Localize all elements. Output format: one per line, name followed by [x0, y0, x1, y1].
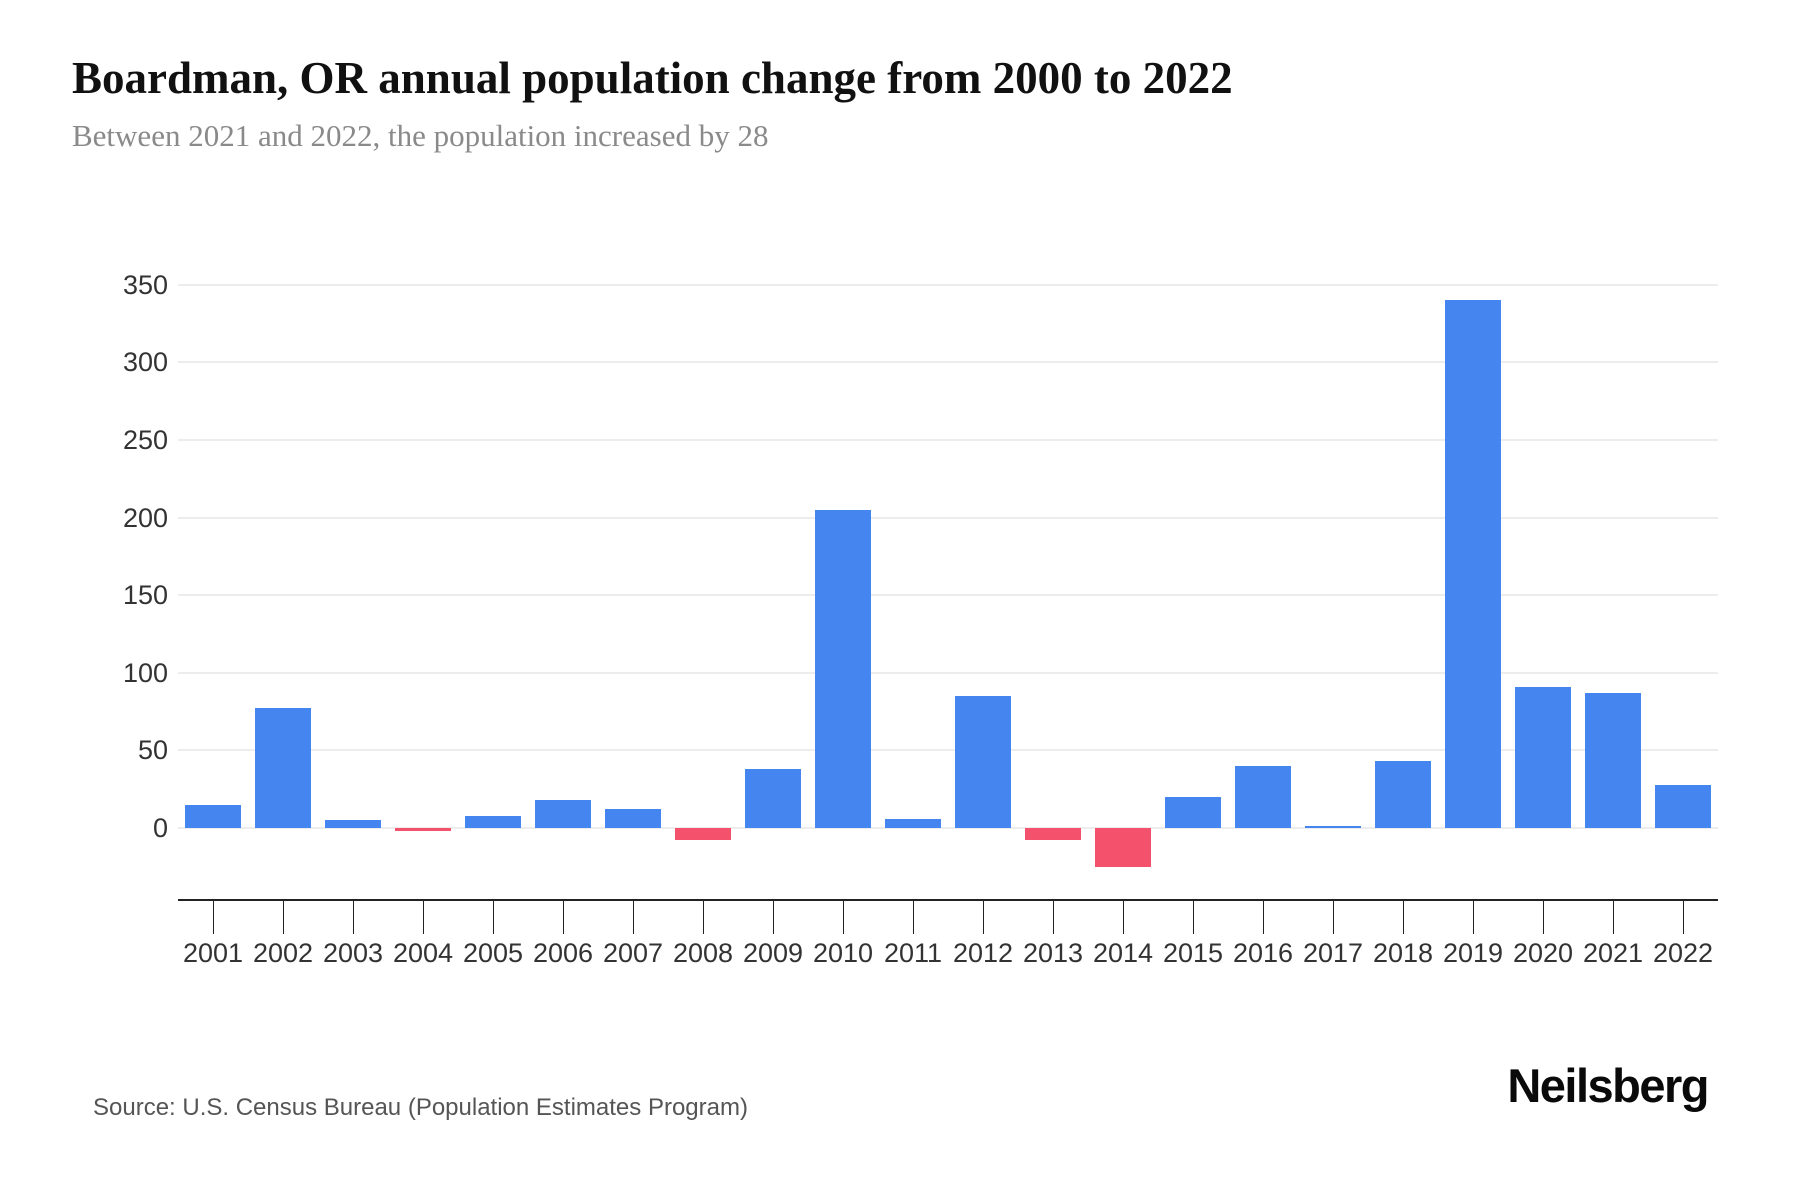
bar-2019[interactable] — [1445, 300, 1501, 828]
x-tick — [703, 901, 704, 934]
bar-2008[interactable] — [675, 828, 731, 841]
y-tick-label: 250 — [122, 425, 168, 455]
bar-2003[interactable] — [325, 820, 381, 828]
x-tick-label-2019: 2019 — [1442, 938, 1504, 968]
neilsberg-logo: Neilsberg — [1507, 1059, 1709, 1112]
x-tick-label-2007: 2007 — [602, 938, 664, 968]
x-tick — [1123, 901, 1124, 934]
chart-title: Boardman, OR annual population change fr… — [72, 53, 1233, 103]
x-tick — [1193, 901, 1194, 934]
gridline-250 — [178, 439, 1718, 441]
x-tick — [493, 901, 494, 934]
y-tick-label: 100 — [122, 657, 168, 688]
x-tick — [1053, 901, 1054, 934]
x-tick-label-2003: 2003 — [322, 938, 384, 968]
gridline-350 — [178, 283, 1718, 286]
x-tick-label-2020: 2020 — [1512, 938, 1574, 968]
bar-2016[interactable] — [1235, 765, 1291, 828]
bar-2022[interactable] — [1655, 784, 1711, 828]
bar-2001[interactable] — [185, 804, 241, 828]
x-tick-label-2014: 2014 — [1092, 938, 1154, 968]
x-tick — [1403, 901, 1404, 934]
bar-2012[interactable] — [955, 696, 1011, 828]
bar-2017[interactable] — [1305, 826, 1361, 828]
x-tick-label-2010: 2010 — [812, 938, 874, 968]
bar-2014[interactable] — [1095, 828, 1151, 867]
x-tick-label-2009: 2009 — [742, 938, 804, 968]
x-tick — [773, 901, 774, 934]
y-tick-label: 50 — [137, 735, 168, 766]
y-tick-label: 150 — [122, 580, 168, 611]
bar-2004[interactable] — [395, 828, 451, 832]
y-tick-label: 300 — [122, 347, 168, 378]
x-tick-label-2002: 2002 — [252, 938, 314, 968]
x-tick-label-2013: 2013 — [1022, 938, 1084, 968]
y-tick-label: 200 — [122, 502, 168, 533]
bar-2006[interactable] — [535, 800, 591, 828]
x-tick — [283, 901, 284, 934]
bar-2020[interactable] — [1515, 686, 1571, 828]
x-tick-label-2004: 2004 — [392, 938, 454, 968]
x-tick-label-2006: 2006 — [532, 938, 594, 968]
bar-2015[interactable] — [1165, 796, 1221, 828]
gridline-200 — [178, 516, 1718, 519]
y-tick-label: 350 — [122, 269, 168, 300]
x-tick — [1543, 901, 1544, 934]
x-tick-label-2021: 2021 — [1582, 938, 1644, 968]
chart-subtitle: Between 2021 and 2022, the population in… — [72, 118, 769, 153]
x-tick — [423, 901, 424, 934]
x-tick-label-2012: 2012 — [952, 938, 1014, 968]
x-tick — [843, 901, 844, 934]
x-tick-label-2015: 2015 — [1162, 938, 1224, 968]
bar-2010[interactable] — [815, 509, 871, 828]
gridline-100 — [178, 671, 1718, 674]
bar-2009[interactable] — [745, 769, 801, 828]
x-tick-label-2008: 2008 — [672, 938, 734, 968]
bar-2021[interactable] — [1585, 692, 1641, 828]
x-tick — [1683, 901, 1684, 934]
x-axis-line — [178, 899, 1718, 901]
x-tick — [1613, 901, 1614, 934]
x-tick — [213, 901, 214, 934]
x-tick-label-2001: 2001 — [182, 938, 244, 968]
bar-2005[interactable] — [465, 815, 521, 828]
population-change-chart: 0 50 100 150 200 250 300 350 2001 2002 2003 2004 200… — [122, 269, 1718, 968]
gridline-50 — [178, 749, 1718, 752]
x-tick — [1333, 901, 1334, 934]
gridline-150 — [178, 594, 1718, 597]
x-tick-label-2011: 2011 — [883, 938, 943, 968]
bar-2002[interactable] — [255, 708, 311, 828]
bar-2013[interactable] — [1025, 828, 1081, 841]
x-tick-label-2016: 2016 — [1232, 938, 1294, 968]
y-tick-label: 0 — [152, 813, 168, 843]
gridline-0 — [178, 827, 1718, 829]
source-note: Source: U.S. Census Bureau (Population E… — [93, 1094, 748, 1121]
x-tick — [633, 901, 634, 934]
x-tick — [913, 901, 914, 934]
bar-2007[interactable] — [605, 809, 661, 828]
x-tick-label-2017: 2017 — [1302, 938, 1364, 968]
x-tick-label-2005: 2005 — [462, 938, 524, 968]
x-tick — [563, 901, 564, 934]
bar-2018[interactable] — [1375, 761, 1431, 828]
x-tick — [1263, 901, 1264, 934]
x-tick — [353, 901, 354, 934]
x-tick — [1473, 901, 1474, 934]
x-tick-label-2018: 2018 — [1372, 938, 1434, 968]
bar-2011[interactable] — [885, 818, 941, 828]
x-tick — [983, 901, 984, 934]
x-tick-label-2022: 2022 — [1652, 938, 1714, 968]
gridline-300 — [178, 361, 1718, 364]
